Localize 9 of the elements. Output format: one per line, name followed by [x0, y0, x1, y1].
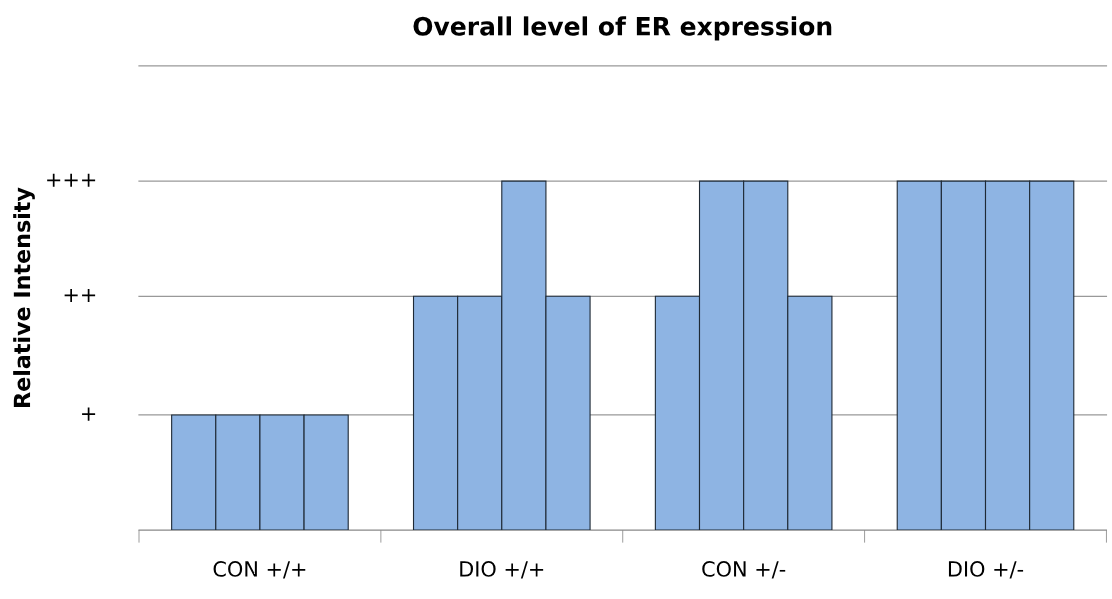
x-tick-label: DIO +/+: [460, 561, 544, 579]
ref-line-label: ++: [64, 288, 96, 303]
chart-title: Overall level of ER expression: [413, 16, 832, 41]
x-tick-label: CON +/+: [213, 561, 306, 579]
x-tick-label: CON +/-: [702, 561, 786, 579]
ref-line-label: +: [82, 407, 96, 421]
y-axis-title: Relative Intensity: [13, 187, 35, 407]
x-tick-label: DIO +/-: [948, 561, 1024, 579]
ref-line-label: +++: [47, 173, 96, 187]
